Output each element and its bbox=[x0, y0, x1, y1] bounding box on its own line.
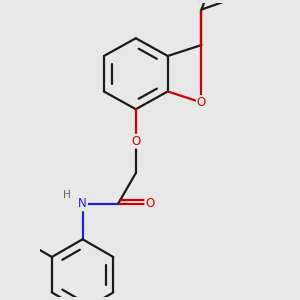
Text: O: O bbox=[131, 135, 140, 148]
Text: O: O bbox=[146, 197, 154, 210]
Text: N: N bbox=[78, 197, 87, 210]
Text: O: O bbox=[197, 96, 206, 109]
Text: H: H bbox=[63, 190, 70, 200]
